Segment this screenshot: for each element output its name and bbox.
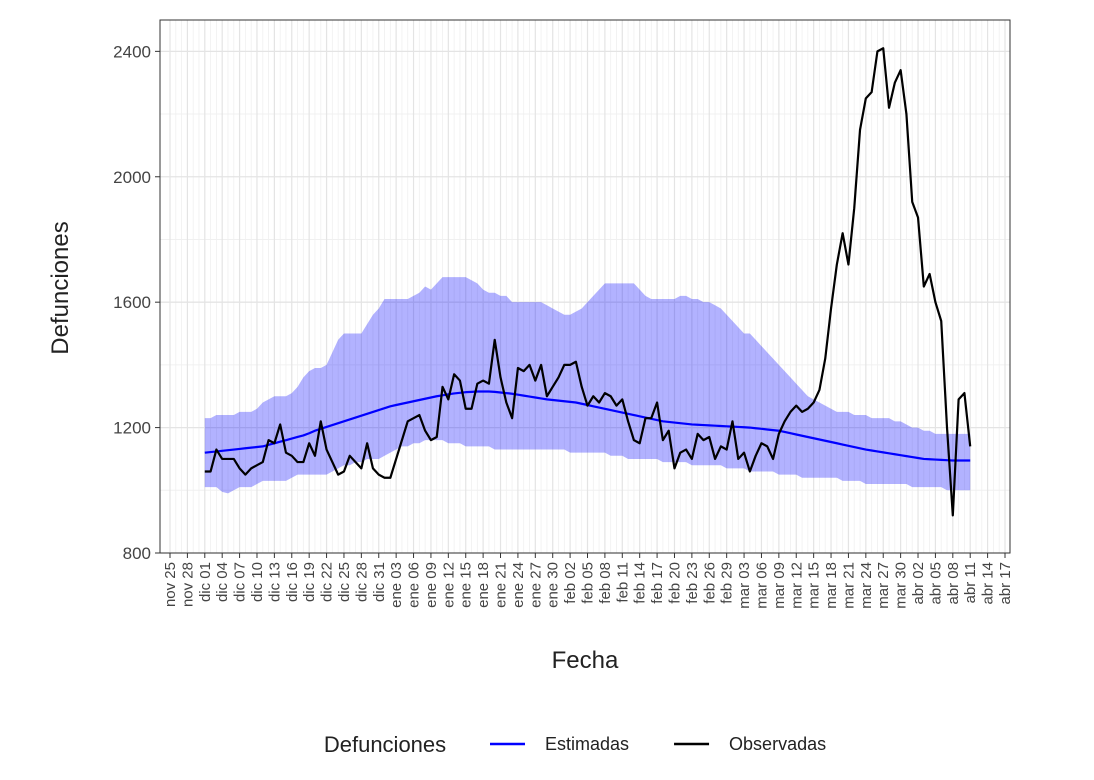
x-tick-label: ene 24: [510, 562, 527, 608]
x-tick-label: dic 13: [266, 562, 283, 602]
x-tick-label: dic 25: [336, 562, 353, 602]
x-tick-label: dic 04: [214, 562, 231, 602]
x-tick-label: ene 18: [475, 562, 492, 608]
x-tick-label: feb 26: [701, 562, 718, 604]
x-tick-label: dic 19: [301, 562, 318, 602]
x-tick-label: nov 25: [162, 562, 179, 607]
x-tick-label: abr 17: [997, 562, 1014, 605]
x-tick-label: ene 12: [440, 562, 457, 608]
x-tick-label: feb 05: [580, 562, 597, 604]
x-tick-label: mar 06: [753, 562, 770, 609]
x-tick-label: dic 10: [249, 562, 266, 602]
x-tick-label: mar 21: [840, 562, 857, 609]
x-tick-label: feb 11: [614, 562, 631, 603]
x-tick-label: nov 28: [179, 562, 196, 607]
x-tick-label: mar 18: [823, 562, 840, 609]
x-tick-label: ene 15: [458, 562, 475, 608]
x-tick-label: mar 12: [788, 562, 805, 609]
legend-label: Observadas: [729, 734, 826, 754]
y-tick-label: 1200: [113, 419, 151, 438]
x-tick-label: abr 11: [962, 562, 979, 603]
y-tick-label: 800: [123, 544, 151, 563]
x-tick-label: ene 06: [406, 562, 423, 608]
x-tick-label: feb 23: [684, 562, 701, 604]
x-tick-label: abr 14: [980, 562, 997, 605]
x-tick-label: ene 21: [493, 562, 510, 608]
series-line: [204, 47, 972, 517]
confidence-band: [204, 277, 971, 494]
x-tick-label: abr 02: [910, 562, 927, 605]
x-tick-label: dic 28: [353, 562, 370, 602]
y-tick-label: 2400: [113, 42, 151, 61]
y-tick-label: 2000: [113, 168, 151, 187]
x-tick-label: dic 22: [319, 562, 336, 602]
x-tick-label: mar 03: [736, 562, 753, 609]
x-tick-label: feb 29: [719, 562, 736, 604]
x-axis-title: Fecha: [552, 647, 619, 674]
x-tick-label: mar 27: [875, 562, 892, 609]
legend: Defunciones Estimadas Observadas: [324, 732, 826, 757]
y-axis-title: Defunciones: [47, 221, 74, 354]
x-tick-label: ene 27: [527, 562, 544, 608]
x-tick-label: mar 30: [893, 562, 910, 609]
x-tick-label: dic 31: [371, 562, 388, 602]
panel-border: [159, 19, 1011, 554]
x-tick-label: feb 20: [666, 562, 683, 604]
x-tick-label: ene 30: [545, 562, 562, 608]
y-tick-label: 1600: [113, 293, 151, 312]
x-tick-label: dic 07: [232, 562, 249, 602]
x-tick-label: dic 16: [284, 562, 301, 602]
x-tick-label: feb 17: [649, 562, 666, 604]
x-tick-label: ene 03: [388, 562, 405, 608]
x-tick-label: mar 15: [806, 562, 823, 609]
x-tick-label: mar 24: [858, 562, 875, 609]
x-tick-label: mar 09: [771, 562, 788, 609]
x-tick-label: ene 09: [423, 562, 440, 608]
x-tick-label: abr 05: [927, 562, 944, 605]
x-tick-label: abr 08: [945, 562, 962, 605]
legend-title: Defunciones: [324, 732, 446, 757]
x-tick-label: feb 08: [597, 562, 614, 604]
x-tick-label: feb 14: [632, 562, 649, 604]
legend-label: Estimadas: [545, 734, 629, 754]
x-tick-label: feb 02: [562, 562, 579, 604]
x-tick-label: dic 01: [197, 562, 214, 602]
